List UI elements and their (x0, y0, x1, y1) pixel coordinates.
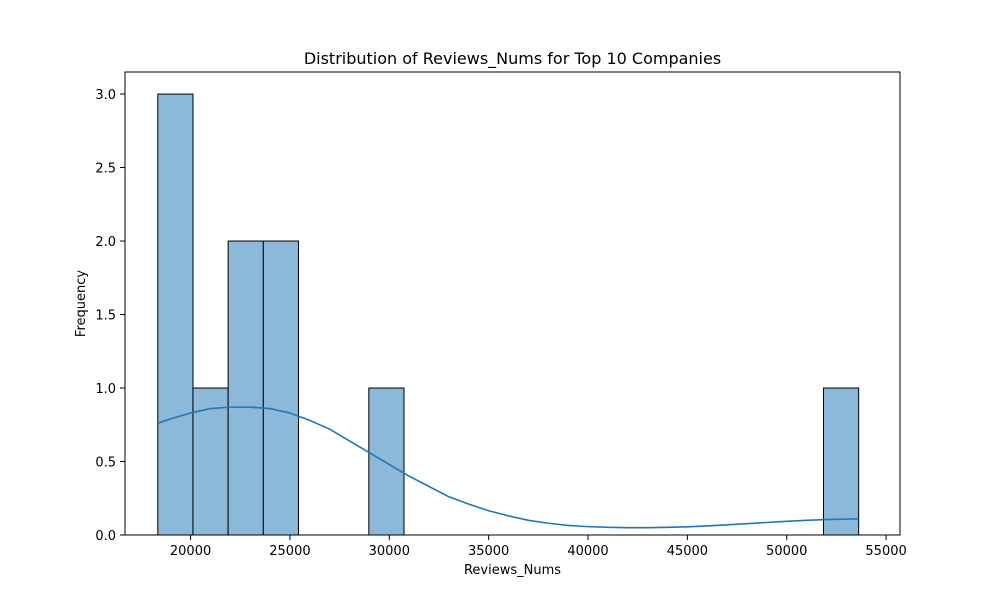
x-tick-label: 20000 (170, 544, 211, 559)
histogram-bar (192, 387, 229, 536)
histogram-bars (157, 93, 860, 536)
x-tick-label: 40000 (567, 544, 608, 559)
histogram-bar (227, 240, 264, 536)
y-tick-label: 0.5 (95, 456, 116, 471)
x-tick-label: 25000 (269, 544, 310, 559)
x-tick-label: 45000 (667, 544, 708, 559)
chart-title: Distribution of Reviews_Nums for Top 10 … (304, 49, 721, 69)
y-tick-label: 3.0 (95, 88, 116, 103)
y-tick-label: 1.5 (95, 309, 116, 324)
y-tick-label: 2.5 (95, 162, 116, 177)
histogram-bar (822, 387, 860, 536)
y-tick-label: 2.0 (95, 235, 116, 250)
y-axis-ticks: 0.0 0.5 1.0 1.5 2.0 2.5 3.0 (95, 88, 125, 544)
x-tick-label: 35000 (468, 544, 509, 559)
x-axis-label: Reviews_Nums (464, 563, 561, 578)
x-tick-label: 50000 (766, 544, 807, 559)
y-axis-label: Frequency (74, 270, 89, 337)
kde-curve (157, 406, 859, 529)
x-tick-label: 30000 (369, 544, 410, 559)
y-tick-label: 1.0 (95, 382, 116, 397)
x-axis-ticks: 20000 25000 30000 35000 40000 45000 50000 55000 (170, 535, 907, 559)
histogram-bar (157, 93, 194, 536)
x-tick-label: 55000 (865, 544, 906, 559)
plot-frame (124, 71, 901, 536)
histogram-bar (368, 387, 405, 536)
y-tick-label: 0.0 (95, 529, 116, 544)
histogram-bar (262, 240, 299, 536)
